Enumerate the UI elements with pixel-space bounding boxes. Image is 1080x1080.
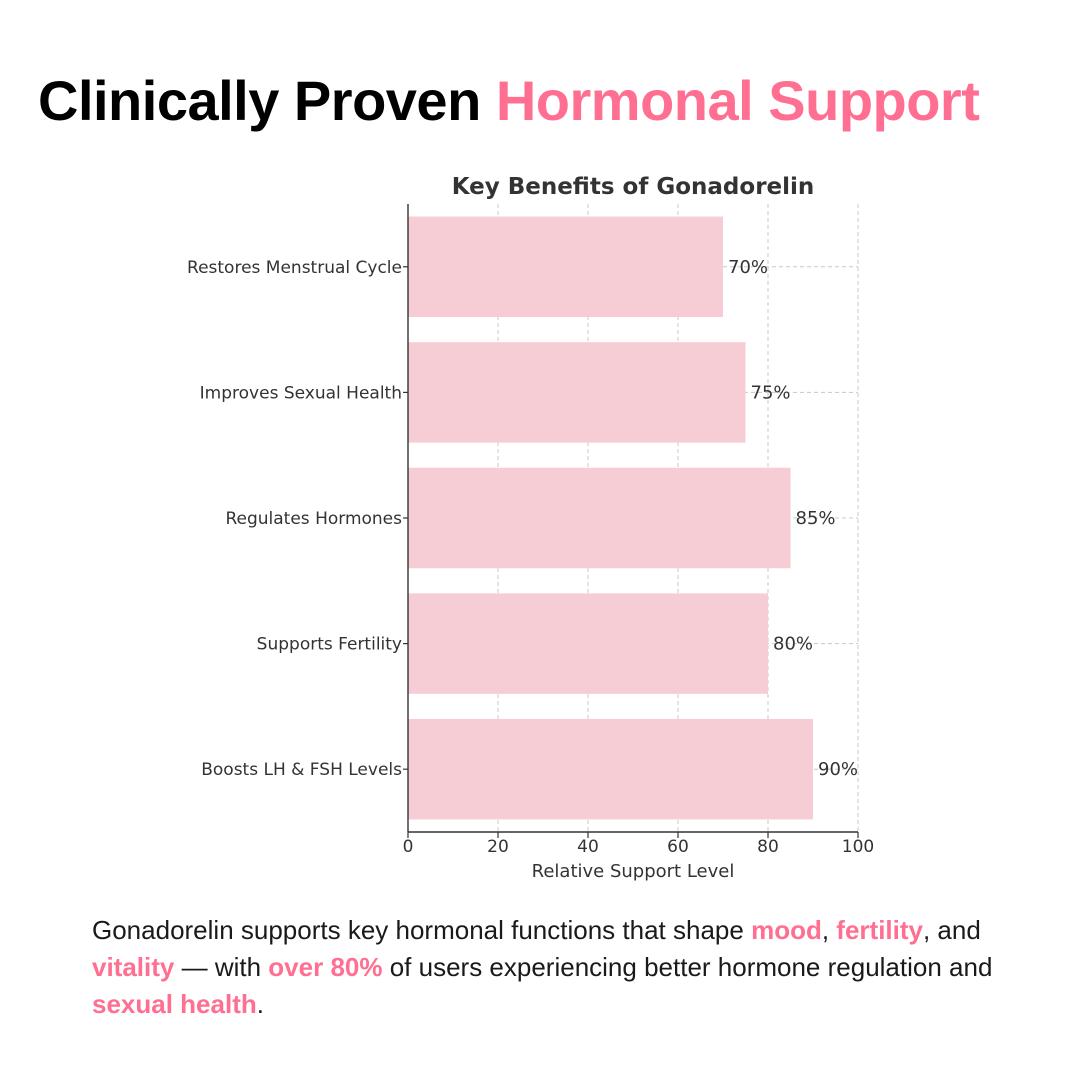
axes: 0 20 40 60 80 100 Restores Menstrual Cycle Impr…	[187, 204, 874, 857]
bar-value-label: 70%	[728, 257, 768, 278]
bars: 70% 75% 85% 80% 90%	[408, 216, 858, 820]
x-axis-label: Relative Support Level	[532, 861, 735, 882]
benefits-bar-chart: Key Benefits of Gonadorelin 70% 75% 85% 80%…	[187, 174, 874, 882]
caption-text-1: Gonadorelin supports key hormonal functi…	[92, 915, 752, 945]
bar	[408, 593, 768, 694]
chart-title: Key Benefits of Gonadorelin	[452, 174, 815, 200]
category-label: Improves Sexual Health	[200, 383, 402, 403]
x-tick-label: 80	[757, 837, 779, 857]
category-label: Regulates Hormones	[225, 509, 402, 529]
bar	[408, 216, 723, 318]
x-tick-label: 20	[487, 837, 509, 857]
caption-text-6: .	[256, 989, 264, 1019]
bar	[408, 718, 813, 820]
bar-value-label: 90%	[818, 759, 858, 780]
caption-highlight-percent: over 80%	[268, 952, 383, 982]
bar-value-label: 85%	[796, 508, 836, 529]
caption-text-2: ,	[821, 915, 837, 945]
category-label: Restores Menstrual Cycle	[187, 258, 402, 278]
caption-highlight-fertility: fertility	[836, 915, 923, 945]
caption-text-5: of users experiencing better hormone reg…	[382, 952, 993, 982]
bar-value-label: 75%	[751, 382, 791, 403]
caption-highlight-mood: mood	[751, 915, 822, 945]
x-tick-label: 0	[403, 837, 414, 857]
caption: Gonadorelin supports key hormonal functi…	[92, 912, 1032, 1023]
bar-value-label: 80%	[773, 634, 813, 655]
caption-highlight-sexual-health: sexual health	[92, 989, 257, 1019]
bar	[408, 342, 746, 443]
headline-lead: Clinically Proven	[38, 69, 481, 132]
caption-highlight-vitality: vitality	[92, 952, 175, 982]
caption-text-4: — with	[174, 952, 269, 982]
category-label: Boosts LH & FSH Levels	[201, 760, 402, 780]
x-tick-label: 100	[842, 837, 874, 857]
bar	[408, 467, 791, 569]
caption-text-3: , and	[922, 915, 981, 945]
category-label: Supports Fertility	[257, 635, 402, 655]
headline: Clinically Proven Hormonal Support	[38, 68, 980, 133]
x-tick-label: 60	[667, 837, 689, 857]
x-tick-label: 40	[577, 837, 599, 857]
headline-accent: Hormonal Support	[495, 69, 980, 132]
